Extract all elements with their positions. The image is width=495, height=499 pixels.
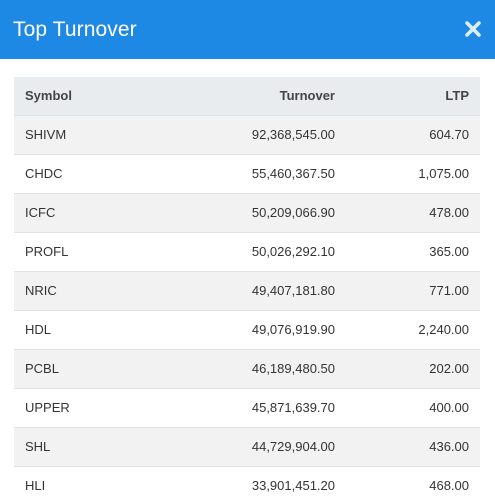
cell-turnover: 45,871,639.70 [134, 387, 344, 427]
turnover-table: Symbol Turnover LTP SHIVM 92,368,545.00 … [14, 77, 480, 499]
cell-symbol: SHL [14, 426, 134, 466]
table-row: SHL 44,729,904.00 436.00 [14, 426, 480, 466]
modal-header: Top Turnover [0, 0, 495, 59]
cell-ltp: 1,075.00 [344, 153, 480, 193]
cell-symbol: SHIVM [14, 114, 134, 154]
table-row: HDL 49,076,919.90 2,240.00 [14, 309, 480, 349]
cell-ltp: 478.00 [344, 192, 480, 232]
table-body: SHIVM 92,368,545.00 604.70 CHDC 55,460,3… [14, 114, 480, 499]
cell-ltp: 365.00 [344, 231, 480, 271]
cell-turnover: 44,729,904.00 [134, 426, 344, 466]
cell-turnover: 49,076,919.90 [134, 309, 344, 349]
table-row: HLI 33,901,451.20 468.00 [14, 465, 480, 499]
cell-ltp: 400.00 [344, 387, 480, 427]
cell-turnover: 49,407,181.80 [134, 270, 344, 310]
cell-ltp: 2,240.00 [344, 309, 480, 349]
table-row: PROFL 50,026,292.10 365.00 [14, 231, 480, 271]
turnover-table-container: Symbol Turnover LTP SHIVM 92,368,545.00 … [14, 77, 480, 499]
table-header-row: Symbol Turnover LTP [14, 77, 480, 115]
table-row: ICFC 50,209,066.90 478.00 [14, 192, 480, 232]
cell-ltp: 468.00 [344, 465, 480, 499]
cell-turnover: 50,026,292.10 [134, 231, 344, 271]
cell-symbol: NRIC [14, 270, 134, 310]
cell-ltp: 604.70 [344, 114, 480, 154]
modal-title: Top Turnover [13, 17, 137, 41]
table-row: NRIC 49,407,181.80 771.00 [14, 270, 480, 310]
cell-turnover: 55,460,367.50 [134, 153, 344, 193]
column-header-symbol: Symbol [14, 77, 134, 115]
table-row: UPPER 45,871,639.70 400.00 [14, 387, 480, 427]
close-icon [465, 21, 481, 37]
cell-ltp: 771.00 [344, 270, 480, 310]
cell-ltp: 202.00 [344, 348, 480, 388]
table-header: Symbol Turnover LTP [14, 77, 480, 115]
cell-turnover: 92,368,545.00 [134, 114, 344, 154]
close-button[interactable] [464, 20, 482, 38]
column-header-ltp: LTP [344, 77, 480, 115]
cell-turnover: 46,189,480.50 [134, 348, 344, 388]
table-row: PCBL 46,189,480.50 202.00 [14, 348, 480, 388]
cell-symbol: ICFC [14, 192, 134, 232]
table-row: CHDC 55,460,367.50 1,075.00 [14, 153, 480, 193]
cell-turnover: 33,901,451.20 [134, 465, 344, 499]
cell-symbol: PCBL [14, 348, 134, 388]
cell-ltp: 436.00 [344, 426, 480, 466]
cell-turnover: 50,209,066.90 [134, 192, 344, 232]
cell-symbol: CHDC [14, 153, 134, 193]
cell-symbol: UPPER [14, 387, 134, 427]
column-header-turnover: Turnover [134, 77, 344, 115]
cell-symbol: PROFL [14, 231, 134, 271]
cell-symbol: HDL [14, 309, 134, 349]
cell-symbol: HLI [14, 465, 134, 499]
table-row: SHIVM 92,368,545.00 604.70 [14, 114, 480, 154]
